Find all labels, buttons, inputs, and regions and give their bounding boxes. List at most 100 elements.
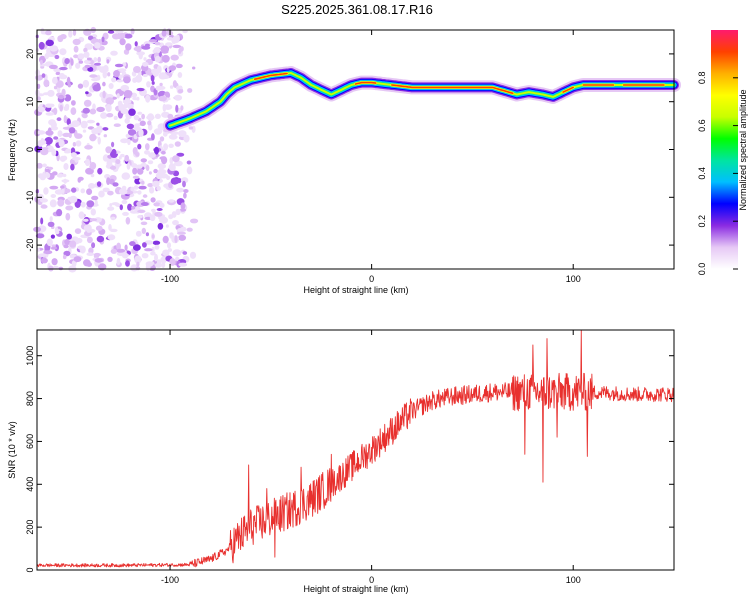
- noise-blob: [62, 155, 68, 161]
- noise-blob: [49, 216, 53, 222]
- noise-blob: [62, 254, 67, 260]
- noise-blob: [83, 51, 90, 58]
- noise-blob: [138, 185, 147, 190]
- noise-blob: [37, 106, 46, 113]
- noise-blob: [135, 230, 142, 237]
- noise-blob: [107, 190, 114, 196]
- noise-blob: [142, 242, 147, 248]
- noise-blob: [116, 32, 126, 40]
- noise-blob: [177, 89, 184, 94]
- noise-blob: [170, 54, 179, 61]
- noise-blob: [113, 123, 121, 127]
- ridge-peak-0: [253, 72, 288, 80]
- noise-blob: [53, 85, 58, 90]
- noise-blob: [72, 38, 81, 46]
- noise-blob: [123, 90, 133, 97]
- noise-blob: [126, 123, 135, 130]
- noise-blob: [178, 48, 182, 54]
- noise-blob: [80, 201, 86, 208]
- noise-blob: [159, 136, 165, 142]
- colorbar-gradient: [711, 30, 738, 269]
- noise-blob: [66, 118, 71, 126]
- noise-blob: [154, 253, 158, 262]
- noise-blob: [43, 79, 50, 88]
- noise-blob: [151, 246, 155, 254]
- noise-blob: [159, 173, 169, 179]
- noise-blob: [131, 163, 138, 169]
- noise-blob: [45, 112, 55, 116]
- noise-blob: [149, 186, 155, 194]
- noise-blob: [36, 83, 41, 89]
- noise-blob: [153, 168, 158, 174]
- noise-blob: [127, 103, 134, 110]
- noise-blob: [52, 76, 58, 85]
- noise-blob: [36, 162, 43, 169]
- noise-blob: [51, 109, 57, 113]
- noise-blob: [53, 265, 59, 269]
- noise-blob: [168, 134, 178, 140]
- noise-blob: [151, 234, 155, 239]
- noise-blob: [84, 64, 91, 69]
- noise-blob: [80, 188, 86, 194]
- noise-blob: [108, 224, 112, 231]
- noise-blob: [177, 72, 183, 78]
- noise-blob: [135, 266, 141, 271]
- noise-blob: [77, 53, 85, 60]
- noise-blob: [148, 39, 158, 43]
- noise-blob: [35, 69, 41, 76]
- noise-blob: [157, 163, 166, 170]
- noise-blob: [108, 83, 114, 89]
- noise-blob: [134, 41, 138, 47]
- noise-blob: [64, 58, 70, 65]
- y-tick-label: 1000: [25, 346, 35, 366]
- noise-blob: [111, 148, 117, 157]
- snr-frame: [36, 329, 675, 571]
- noise-blob: [168, 143, 174, 148]
- noise-blob: [72, 142, 77, 147]
- noise-blob: [43, 250, 53, 255]
- noise-blob: [91, 195, 99, 201]
- noise-blob: [86, 252, 95, 256]
- noise-blob: [63, 150, 70, 154]
- noise-blob: [88, 247, 94, 254]
- noise-blob: [172, 80, 177, 88]
- noise-blob: [70, 152, 77, 158]
- noise-blob: [88, 183, 96, 189]
- noise-blob: [55, 71, 61, 76]
- noise-blob: [111, 77, 117, 83]
- noise-blob: [176, 152, 185, 157]
- snr-line: [36, 329, 675, 568]
- noise-blob: [106, 160, 113, 168]
- noise-blob: [94, 258, 104, 263]
- noise-blob: [120, 84, 130, 92]
- noise-blob: [131, 205, 136, 210]
- noise-blob: [133, 244, 141, 251]
- noise-blob: [95, 225, 103, 231]
- noise-blob: [110, 157, 117, 163]
- noise-blob: [136, 87, 145, 92]
- noise-blob: [107, 234, 116, 241]
- noise-blob: [48, 64, 58, 70]
- noise-blob: [110, 228, 115, 232]
- y-tick-label: 600: [25, 434, 35, 449]
- noise-blob: [91, 78, 99, 82]
- noise-blob: [55, 230, 60, 235]
- noise-blob: [179, 208, 187, 212]
- noise-blob: [63, 163, 69, 170]
- noise-blob: [121, 172, 131, 180]
- noise-blob: [147, 183, 154, 188]
- noise-blob: [172, 155, 180, 163]
- noise-blob: [140, 221, 148, 226]
- noise-blob: [49, 45, 59, 52]
- noise-blob: [91, 127, 99, 135]
- noise-blob: [144, 43, 150, 47]
- noise-blob: [59, 48, 67, 56]
- noise-blob: [103, 134, 108, 138]
- noise-blob: [70, 163, 75, 171]
- noise-blob: [78, 60, 84, 64]
- noise-blob: [96, 122, 100, 126]
- noise-blob: [182, 180, 186, 188]
- colorbar-tick-label: 0.2: [697, 215, 707, 228]
- noise-blob: [42, 163, 47, 168]
